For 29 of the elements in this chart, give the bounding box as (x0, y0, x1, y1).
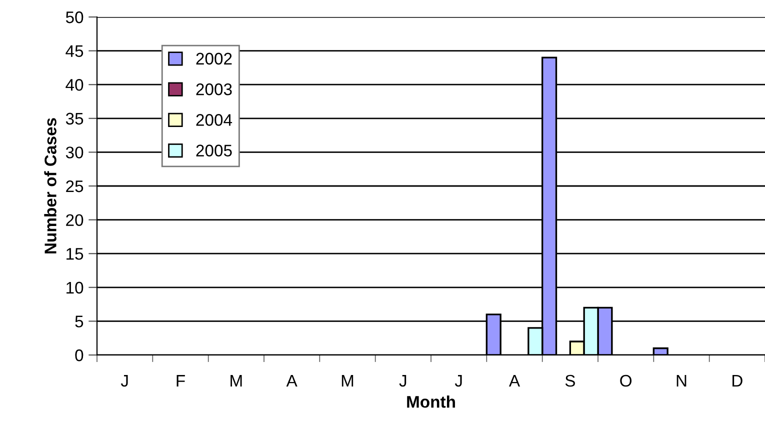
y-tick-label: 35 (66, 112, 84, 125)
y-tick-label: 50 (66, 11, 84, 24)
x-tick-label: J (399, 375, 406, 387)
legend-label: 2004 (196, 114, 232, 126)
y-tick-label: 0 (75, 349, 84, 362)
x-tick-label: M (230, 375, 242, 387)
x-tick-label: N (676, 375, 686, 387)
legend-label: 2002 (196, 52, 232, 65)
x-tick-label: F (176, 375, 185, 387)
y-tick-label: 5 (75, 316, 84, 328)
x-tick-label: S (565, 374, 575, 387)
x-axis-title: Month (407, 396, 455, 408)
y-tick-label: 15 (66, 248, 84, 260)
y-tick-label: 45 (66, 45, 84, 58)
x-tick-label: A (286, 375, 298, 387)
y-tick-label: 20 (66, 214, 84, 226)
y-tick-label: 25 (66, 180, 84, 192)
x-tick-label: M (342, 375, 354, 387)
legend-label: 2003 (196, 83, 232, 96)
y-tick-label: 40 (66, 79, 84, 91)
y-axis-title: Number of Cases (44, 118, 56, 254)
y-tick-label: 30 (66, 146, 84, 158)
x-tick-label: J (120, 375, 128, 387)
y-tick-label: 10 (66, 282, 84, 294)
legend-label: 2005 (196, 144, 232, 156)
x-tick-label: D (732, 375, 742, 387)
x-tick-label: O (620, 374, 632, 387)
x-tick-label: A (508, 375, 520, 387)
x-tick-label: J (454, 375, 462, 387)
